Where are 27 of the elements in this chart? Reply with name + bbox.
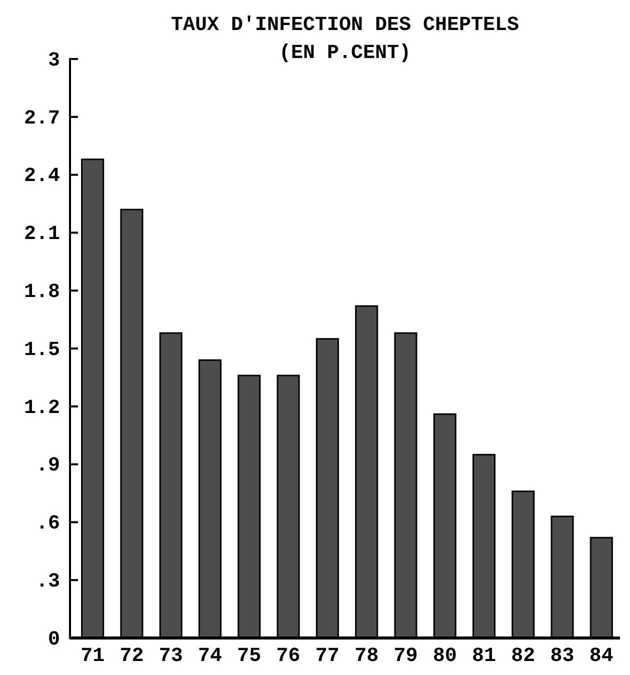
chart-subtitle: (EN P.CENT)	[278, 42, 412, 65]
x-tick-label: 76	[276, 645, 300, 668]
y-tick-label: 2.4	[24, 165, 60, 188]
x-tick-label: 74	[198, 645, 222, 668]
x-tick-label: 81	[472, 645, 496, 668]
x-tick-label: 84	[589, 645, 614, 668]
y-tick-label: 0	[48, 628, 60, 652]
x-tick-label: 79	[394, 645, 418, 668]
x-tick-label: 77	[315, 645, 340, 668]
x-tick-label: 71	[80, 645, 105, 668]
y-tick-label: 3	[48, 49, 60, 72]
chart-title: TAUX D'INFECTION DES CHEPTELS	[170, 14, 520, 37]
x-tick-label: 78	[354, 645, 379, 668]
y-tick-label: .9	[36, 454, 60, 478]
x-tick-label: 82	[511, 645, 536, 668]
y-tick-label: 1.5	[24, 338, 60, 362]
y-tick-label: 1.2	[24, 396, 60, 420]
x-tick-label: 83	[550, 645, 574, 668]
x-tick-label: 72	[120, 645, 144, 668]
y-tick-label: 1.8	[24, 281, 60, 304]
y-tick-label: .6	[36, 512, 60, 536]
y-tick-label: 2.1	[24, 223, 60, 246]
x-tick-label: 73	[158, 645, 183, 668]
y-tick-label: 2.7	[24, 107, 60, 130]
y-tick-label: .3	[36, 570, 60, 594]
x-tick-label: 75	[237, 645, 262, 668]
x-tick-label: 80	[432, 645, 457, 668]
